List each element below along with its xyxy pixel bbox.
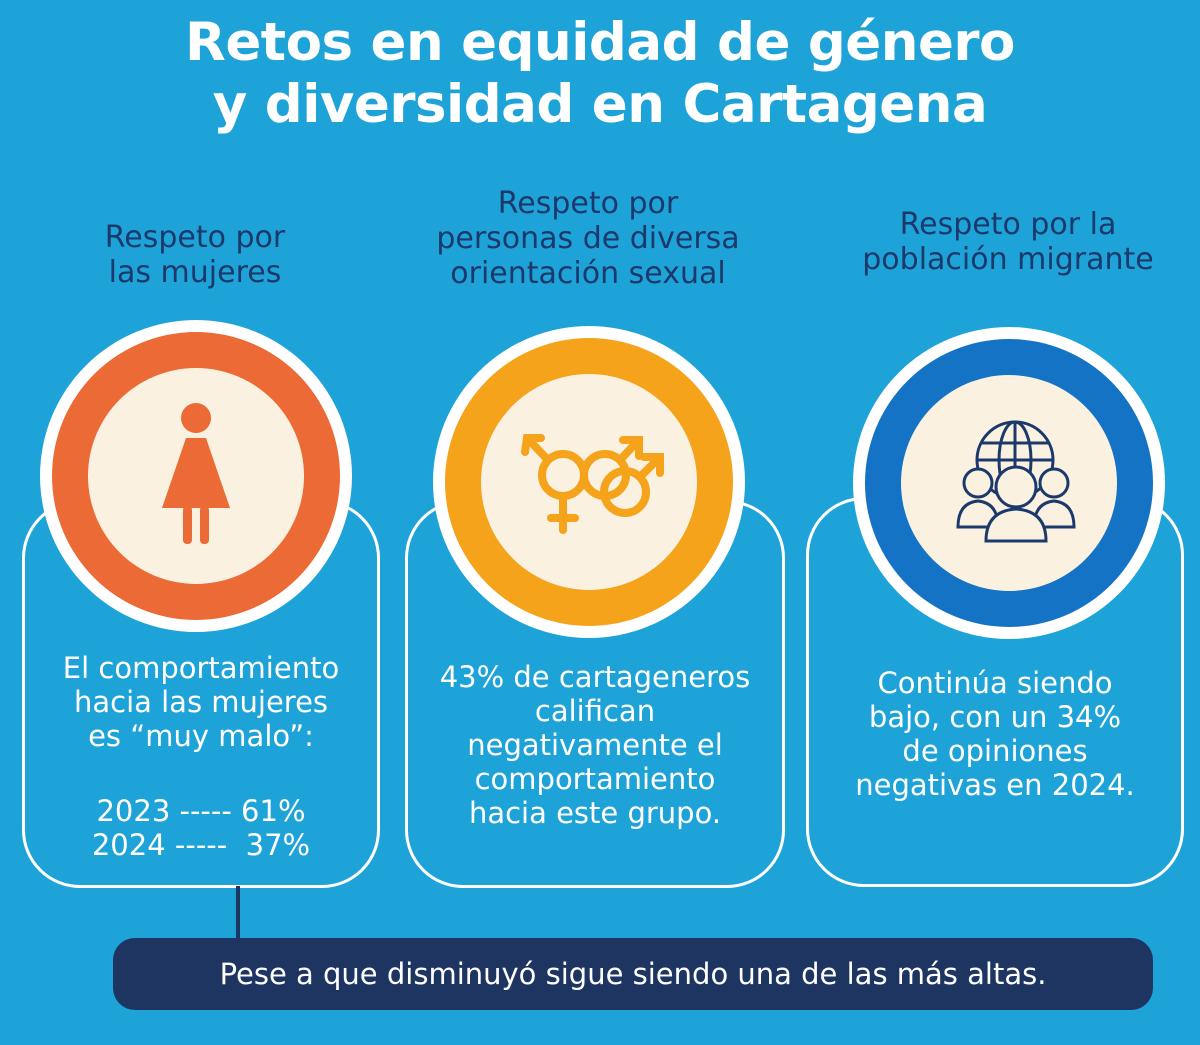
heading-migrants: Respeto por la población migrante: [862, 207, 1154, 277]
page-title: Retos en equidad de género y diversidad …: [0, 12, 1200, 136]
title-line-2: y diversidad en Cartagena: [212, 74, 988, 135]
heading-women: Respeto por las mujeres: [104, 220, 286, 290]
heading-diverse-orientation: Respeto por personas de diversa orientac…: [436, 186, 740, 291]
diverse-text: 43% de cartageneros califican negativame…: [439, 660, 751, 830]
women-stats: 2023 ----- 61% 2024 ----- 37%: [30, 794, 372, 862]
connector-line: [236, 886, 240, 940]
woman-icon: [162, 403, 230, 544]
migrant-people-globe-icon: [956, 420, 1076, 543]
stat-row-2023: 2023 ----- 61%: [96, 794, 306, 828]
women-text: El comportamiento hacia las mujeres es “…: [62, 651, 340, 753]
gender-symbols-icon: [521, 434, 664, 534]
title-line-1: Retos en equidad de género: [185, 12, 1015, 73]
migrants-text: Continúa siendo bajo, con un 34% de opin…: [855, 666, 1135, 802]
summary-note: Pese a que disminuyó sigue siendo una de…: [113, 938, 1153, 1010]
stat-row-2024: 2024 ----- 37%: [91, 828, 311, 862]
